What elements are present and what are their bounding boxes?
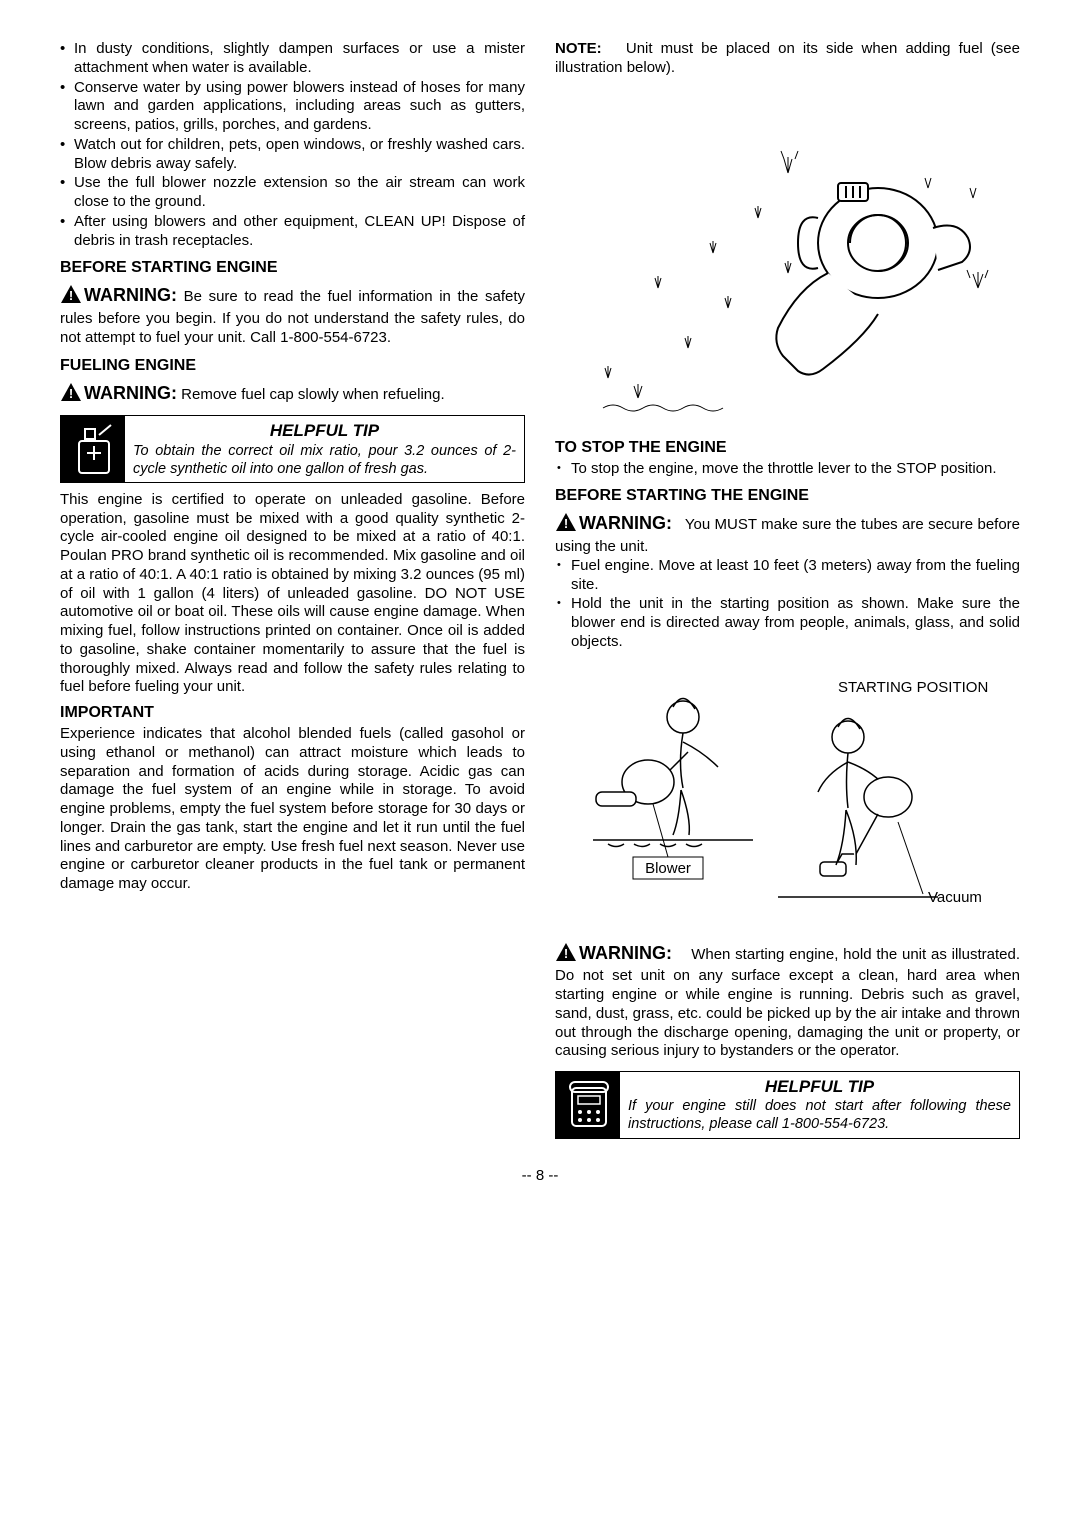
warning-icon: ! xyxy=(555,942,577,968)
tip-title: HELPFUL TIP xyxy=(628,1076,1011,1097)
heading-important: IMPORTANT xyxy=(60,703,525,723)
tip-body: To obtain the correct oil mix ratio, pou… xyxy=(133,442,516,478)
warning-4: ! WARNING: When starting engine, hold th… xyxy=(555,942,1020,1062)
heading-fueling: FUELING ENGINE xyxy=(60,356,525,376)
tip-text-cell: HELPFUL TIP To obtain the correct oil mi… xyxy=(125,416,524,482)
bullet: Fuel engine. Move at least 10 feet (3 me… xyxy=(555,557,1020,595)
page-number: -- 8 -- xyxy=(60,1167,1020,1186)
figure-starting-position: STARTING POSITION Blower xyxy=(555,662,1020,932)
warning-label: WARNING: xyxy=(84,383,177,403)
label-blower: Blower xyxy=(645,860,691,877)
svg-text:!: ! xyxy=(564,946,568,961)
warning-text: Remove fuel cap slowly when refueling. xyxy=(181,386,444,403)
note-label: NOTE: xyxy=(555,40,602,57)
label-starting-position: STARTING POSITION xyxy=(838,679,988,696)
label-vacuum: Vacuum xyxy=(928,889,982,906)
bullet: Hold the unit in the starting position a… xyxy=(555,595,1020,651)
before-bullets: Fuel engine. Move at least 10 feet (3 me… xyxy=(555,557,1020,652)
important-paragraph: Experience indicates that alcohol blende… xyxy=(60,725,525,894)
left-column: In dusty conditions, slightly dampen sur… xyxy=(60,40,525,1147)
tip-body: If your engine still does not start afte… xyxy=(628,1097,1011,1133)
figure-fueling xyxy=(555,88,1020,428)
tip-icon-cell xyxy=(556,1072,620,1138)
svg-text:!: ! xyxy=(564,516,568,531)
vacuum-person-illustration xyxy=(778,718,938,897)
warning-2: ! WARNING: Remove fuel cap slowly when r… xyxy=(60,382,525,408)
tip-icon-cell xyxy=(61,416,125,482)
svg-text:!: ! xyxy=(69,386,73,401)
warning-label: WARNING: xyxy=(579,943,672,963)
svg-text:!: ! xyxy=(69,288,73,303)
bullet: Watch out for children, pets, open windo… xyxy=(60,136,525,174)
warning-icon: ! xyxy=(60,382,82,408)
bullet: Conserve water by using power blowers in… xyxy=(60,79,525,135)
blower-on-side-illustration xyxy=(578,88,998,428)
stop-bullets: To stop the engine, move the throttle le… xyxy=(555,460,1020,479)
tip-title: HELPFUL TIP xyxy=(133,420,516,441)
bullet: After using blowers and other equipment,… xyxy=(60,213,525,251)
heading-before-starting: BEFORE STARTING ENGINE xyxy=(60,258,525,278)
heading-stop-engine: TO STOP THE ENGINE xyxy=(555,438,1020,458)
warning-label: WARNING: xyxy=(84,285,177,305)
phone-icon xyxy=(564,1076,612,1134)
engine-paragraph: This engine is certified to operate on u… xyxy=(60,491,525,697)
blower-person-illustration xyxy=(593,698,753,846)
warning-label: WARNING: xyxy=(579,513,672,533)
helpful-tip-box-1: HELPFUL TIP To obtain the correct oil mi… xyxy=(60,415,525,483)
bullet: In dusty conditions, slightly dampen sur… xyxy=(60,40,525,78)
intro-bullets: In dusty conditions, slightly dampen sur… xyxy=(60,40,525,250)
note-text: Unit must be placed on its side when add… xyxy=(555,40,1020,76)
heading-before-starting-engine: BEFORE STARTING THE ENGINE xyxy=(555,486,1020,506)
right-column: NOTE: Unit must be placed on its side wh… xyxy=(555,40,1020,1147)
page: In dusty conditions, slightly dampen sur… xyxy=(60,40,1020,1147)
warning-icon: ! xyxy=(555,512,577,538)
tip-text-cell: HELPFUL TIP If your engine still does no… xyxy=(620,1072,1019,1138)
bullet: Use the full blower nozzle extension so … xyxy=(60,174,525,212)
note-line: NOTE: Unit must be placed on its side wh… xyxy=(555,40,1020,78)
warning-icon: ! xyxy=(60,284,82,310)
helpful-tip-box-2: HELPFUL TIP If your engine still does no… xyxy=(555,1071,1020,1139)
warning-1: ! WARNING: Be sure to read the fuel info… xyxy=(60,284,525,347)
gas-can-icon xyxy=(69,419,117,479)
warning-3: ! WARNING: You MUST make sure the tubes … xyxy=(555,512,1020,557)
bullet: To stop the engine, move the throttle le… xyxy=(555,460,1020,479)
